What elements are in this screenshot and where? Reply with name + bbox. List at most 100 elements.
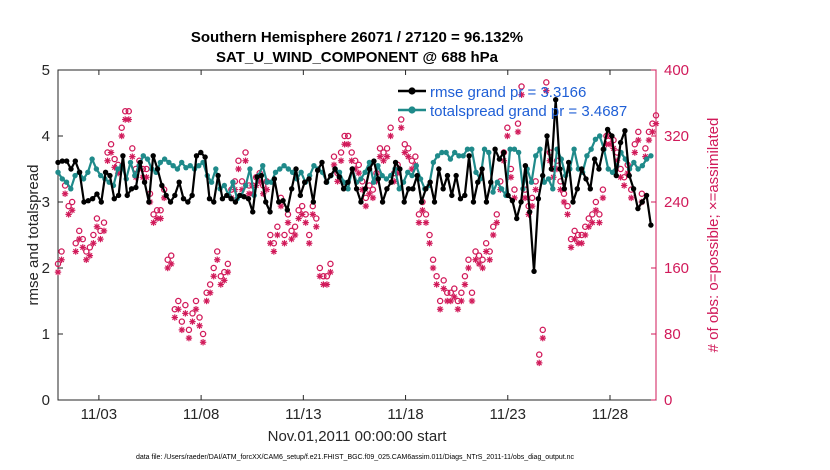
rmse-point xyxy=(55,159,61,166)
rmse-point xyxy=(570,199,576,205)
spread-point xyxy=(443,149,449,156)
spread-point xyxy=(545,176,552,182)
x-axis: 11/03 11/08 11/13 11/18 11/23 11/28 xyxy=(81,70,628,423)
rmse-point xyxy=(561,186,568,192)
possible-obs-point xyxy=(387,124,394,132)
spread-point xyxy=(533,153,539,159)
assimilated-obs-point xyxy=(291,231,299,239)
rmse-point xyxy=(185,199,191,205)
rmse-point xyxy=(332,166,338,172)
assimilated-obs-point xyxy=(270,248,278,255)
assimilated-obs-point xyxy=(196,322,203,329)
spread-point xyxy=(456,153,462,159)
assimilated-obs-point xyxy=(58,256,65,263)
possible-obs-point xyxy=(465,256,472,263)
possible-obs-point xyxy=(380,149,387,156)
rmse-point xyxy=(301,179,308,185)
rmse-point xyxy=(280,197,286,204)
possible-obs-point xyxy=(288,227,295,235)
assimilated-obs-point xyxy=(422,219,430,226)
rmse-point xyxy=(488,179,494,185)
rmse-point xyxy=(574,186,581,192)
spread-point xyxy=(639,163,646,169)
spread-point xyxy=(132,172,138,179)
rmse-point xyxy=(133,184,139,191)
rmse-point xyxy=(509,197,516,204)
possible-obs-point xyxy=(121,108,129,115)
assimilated-obs-point xyxy=(107,149,115,156)
y2-tick-label: 400 xyxy=(664,62,689,79)
legend-spread-label: totalspread grand pr = 3.4687 xyxy=(430,103,627,120)
rmse-point xyxy=(366,166,373,172)
possible-obs-point xyxy=(422,211,430,218)
possible-obs-point xyxy=(316,264,324,272)
legend-rmse-marker xyxy=(408,87,416,95)
spread-point xyxy=(174,166,181,172)
possible-obs-point xyxy=(167,252,175,259)
assimilated-obs-point xyxy=(458,297,465,305)
x-tick-label: 11/28 xyxy=(592,406,628,423)
rmse-point xyxy=(470,199,477,205)
assimilated-obs-point xyxy=(118,132,125,140)
rmse-point xyxy=(128,186,135,192)
possible-obs-point xyxy=(281,231,288,239)
assimilated-obs-point xyxy=(560,198,568,206)
possible-obs-point xyxy=(330,153,338,160)
possible-obs-point xyxy=(150,211,157,218)
possible-obs-point xyxy=(376,145,384,152)
possible-obs-point xyxy=(589,211,596,218)
spread-point xyxy=(635,166,641,172)
spread-point xyxy=(178,159,185,166)
rmse-point xyxy=(241,194,247,200)
rmse-point xyxy=(159,182,165,189)
possible-obs-point xyxy=(72,239,79,247)
possible-obs-point xyxy=(129,145,136,152)
possible-obs-point xyxy=(65,202,72,210)
y-axis-label: rmse and totalspread xyxy=(25,165,42,306)
assimilated-obs-point xyxy=(415,219,423,226)
spread-point xyxy=(89,156,95,162)
possible-obs-point xyxy=(118,124,125,132)
spread-point xyxy=(144,156,151,162)
spread-point xyxy=(358,176,364,182)
rmse-point xyxy=(648,222,654,228)
spread-point xyxy=(59,176,65,182)
rmse-point xyxy=(410,186,416,192)
assimilated-obs-point xyxy=(521,194,529,202)
rmse-point xyxy=(501,149,507,156)
spread-point xyxy=(285,166,292,172)
assimilated-obs-point xyxy=(284,219,292,226)
rmse-point xyxy=(617,139,624,146)
rmse-point xyxy=(124,192,130,199)
rmse-point xyxy=(609,133,615,139)
assimilated-obs-point xyxy=(436,306,444,313)
legend-spread-marker xyxy=(408,106,416,114)
possible-obs-point xyxy=(68,198,76,206)
assimilated-obs-point xyxy=(433,281,440,288)
assimilated-obs-point xyxy=(129,153,136,160)
possible-obs-point xyxy=(451,285,458,292)
spread-point xyxy=(464,146,471,152)
spread-point xyxy=(260,163,266,169)
spread-point xyxy=(166,159,172,166)
rmse-point xyxy=(635,205,641,212)
rmse-point xyxy=(362,186,368,192)
assimilated-obs-point xyxy=(90,240,97,247)
assimilated-obs-point xyxy=(645,136,653,144)
possible-obs-point xyxy=(592,198,600,206)
assimilated-obs-point xyxy=(192,306,200,313)
rmse-point xyxy=(211,199,217,205)
assimilated-obs-point xyxy=(387,132,394,140)
spread-point xyxy=(515,149,522,156)
rmse-point xyxy=(146,199,152,205)
spread-point xyxy=(55,169,61,175)
rmse-point xyxy=(514,215,520,222)
y-tick-label: 2 xyxy=(42,260,50,277)
legend: rmse grand pr = 3.3166 totalspread grand… xyxy=(398,84,627,120)
rmse-point xyxy=(345,179,351,185)
possible-obs-point xyxy=(164,256,171,263)
rmse-point xyxy=(643,192,650,199)
rmse-point xyxy=(405,186,412,192)
rmse-point xyxy=(466,153,472,159)
